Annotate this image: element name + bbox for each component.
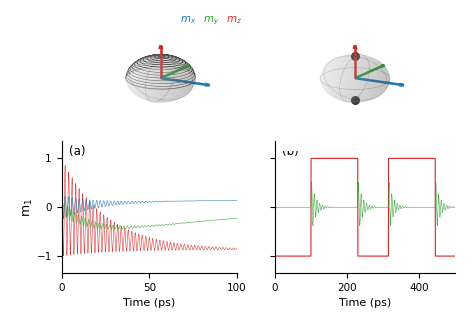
Text: $m_y$: $m_y$: [203, 14, 219, 26]
Text: (a): (a): [69, 145, 85, 158]
X-axis label: Time (ps): Time (ps): [123, 299, 175, 308]
Text: (b): (b): [282, 145, 299, 158]
Text: $m_z$: $m_z$: [226, 14, 242, 26]
Y-axis label: m$_1$: m$_1$: [22, 198, 35, 217]
Text: $m_x$: $m_x$: [180, 14, 197, 26]
X-axis label: Time (ps): Time (ps): [339, 299, 391, 308]
